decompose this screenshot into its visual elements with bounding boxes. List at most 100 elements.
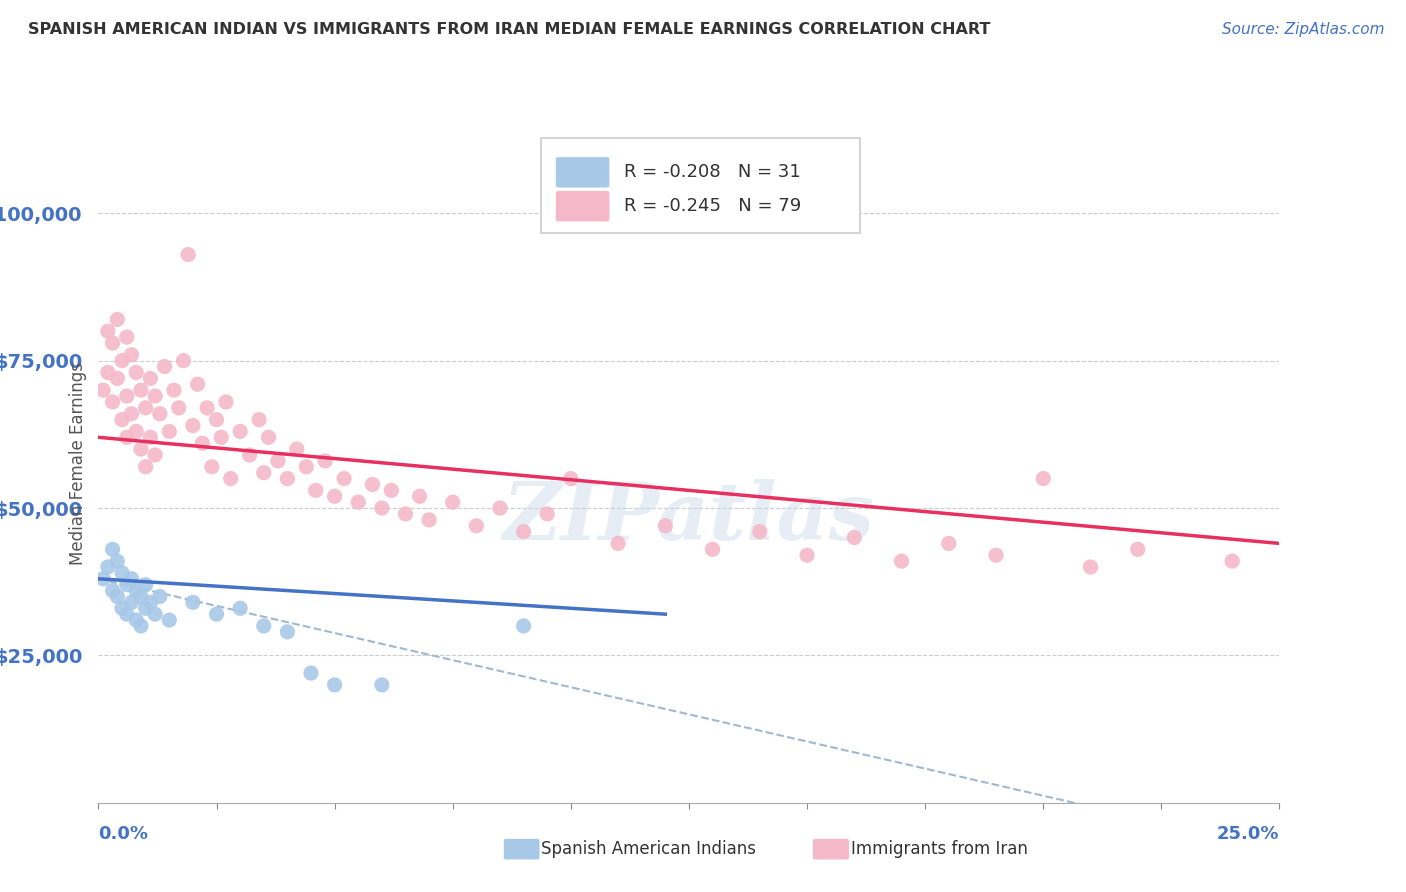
FancyBboxPatch shape: [555, 157, 610, 188]
Point: [323, 678, 346, 692]
Point: [187, 377, 209, 392]
Point: [139, 595, 162, 609]
Point: [101, 395, 124, 409]
Point: [890, 554, 912, 568]
Point: [129, 590, 152, 604]
Point: [1220, 554, 1243, 568]
Point: [125, 583, 148, 598]
Point: [111, 601, 134, 615]
Text: R = -0.245   N = 79: R = -0.245 N = 79: [624, 197, 801, 215]
Point: [121, 407, 143, 421]
Text: Source: ZipAtlas.com: Source: ZipAtlas.com: [1222, 22, 1385, 37]
Point: [247, 412, 270, 426]
Point: [121, 572, 143, 586]
Point: [229, 601, 252, 615]
Point: [167, 401, 190, 415]
Point: [149, 407, 172, 421]
Point: [143, 607, 166, 622]
Point: [97, 560, 120, 574]
Point: [394, 507, 416, 521]
Point: [314, 454, 336, 468]
Point: [560, 472, 582, 486]
Point: [91, 572, 114, 586]
Point: [253, 466, 276, 480]
Point: [702, 542, 724, 557]
Text: SPANISH AMERICAN INDIAN VS IMMIGRANTS FROM IRAN MEDIAN FEMALE EARNINGS CORRELATI: SPANISH AMERICAN INDIAN VS IMMIGRANTS FR…: [28, 22, 990, 37]
Point: [195, 401, 218, 415]
Text: 0.0%: 0.0%: [98, 825, 149, 843]
Point: [111, 353, 134, 368]
Point: [418, 513, 440, 527]
Point: [125, 366, 148, 380]
Point: [512, 619, 534, 633]
Point: [125, 613, 148, 627]
Point: [607, 536, 630, 550]
Text: Immigrants from Iran: Immigrants from Iran: [851, 840, 1028, 858]
Point: [97, 324, 120, 338]
Point: [333, 472, 356, 486]
Point: [143, 448, 166, 462]
Point: [163, 383, 186, 397]
Point: [1080, 560, 1102, 574]
Point: [115, 430, 138, 444]
Point: [101, 583, 124, 598]
Point: [285, 442, 308, 456]
Point: [654, 518, 676, 533]
Point: [295, 459, 318, 474]
Point: [157, 613, 180, 627]
Point: [371, 501, 394, 516]
Point: [323, 489, 346, 503]
Point: [305, 483, 328, 498]
Point: [91, 383, 114, 397]
Point: [129, 619, 152, 633]
Point: [111, 566, 134, 580]
Point: [111, 412, 134, 426]
Point: [129, 383, 152, 397]
Point: [135, 401, 157, 415]
Point: [209, 430, 232, 444]
FancyBboxPatch shape: [555, 191, 610, 222]
Point: [205, 607, 228, 622]
Point: [191, 436, 214, 450]
Point: [115, 577, 138, 591]
Point: [215, 395, 238, 409]
Y-axis label: Median Female Earnings: Median Female Earnings: [69, 362, 87, 566]
Point: [1032, 472, 1054, 486]
Point: [257, 430, 280, 444]
Point: [105, 371, 128, 385]
Point: [465, 518, 488, 533]
Point: [844, 531, 866, 545]
Point: [139, 371, 162, 385]
Point: [129, 442, 152, 456]
Point: [361, 477, 384, 491]
Point: [101, 336, 124, 351]
Point: [149, 590, 172, 604]
Point: [267, 454, 290, 468]
Point: [139, 430, 162, 444]
Point: [181, 418, 204, 433]
FancyBboxPatch shape: [541, 138, 860, 234]
Text: Spanish American Indians: Spanish American Indians: [541, 840, 756, 858]
Point: [219, 472, 242, 486]
Text: R = -0.208   N = 31: R = -0.208 N = 31: [624, 163, 801, 181]
Point: [229, 425, 252, 439]
Point: [205, 412, 228, 426]
Point: [253, 619, 276, 633]
Point: [135, 577, 157, 591]
Point: [441, 495, 464, 509]
Point: [299, 666, 322, 681]
Point: [536, 507, 558, 521]
Point: [105, 312, 128, 326]
Point: [938, 536, 960, 550]
Point: [105, 590, 128, 604]
Point: [276, 624, 298, 639]
Point: [97, 366, 120, 380]
Point: [153, 359, 176, 374]
Point: [115, 389, 138, 403]
Point: [157, 425, 180, 439]
Point: [143, 389, 166, 403]
Point: [135, 601, 157, 615]
Point: [347, 495, 370, 509]
Point: [408, 489, 430, 503]
Point: [380, 483, 402, 498]
